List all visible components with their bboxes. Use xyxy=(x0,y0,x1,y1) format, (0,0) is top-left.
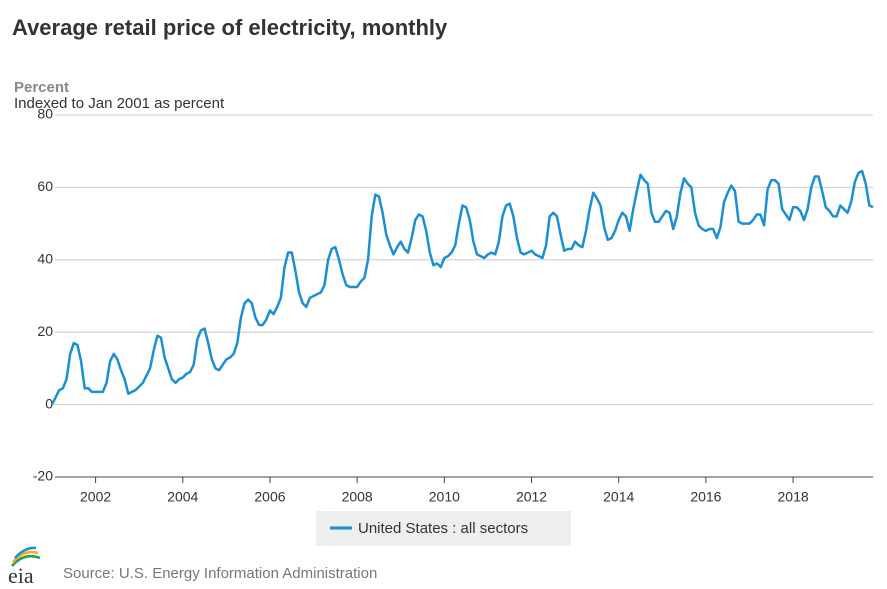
y-axis-label: Percent xyxy=(14,79,69,96)
x-tick-label: 2012 xyxy=(516,489,547,505)
logo: eia xyxy=(8,546,41,588)
subtitle: Indexed to Jan 2001 as percent xyxy=(14,95,225,112)
y-tick-label: 60 xyxy=(37,178,53,194)
y-tick-label: 20 xyxy=(37,323,53,339)
x-tick-label: 2014 xyxy=(603,489,634,505)
legend-label: United States : all sectors xyxy=(358,520,528,537)
x-tick-label: 2008 xyxy=(342,489,373,505)
x-tick-label: 2010 xyxy=(429,489,460,505)
y-tick-label: -20 xyxy=(33,468,53,484)
x-tick-label: 2004 xyxy=(167,489,198,505)
y-tick-label: 40 xyxy=(37,251,53,267)
chart-title: Average retail price of electricity, mon… xyxy=(12,15,448,40)
data-line xyxy=(50,169,874,406)
x-tick-label: 2016 xyxy=(690,489,721,505)
x-tick-label: 2006 xyxy=(254,489,285,505)
x-tick-label: 2002 xyxy=(80,489,111,505)
logo-text: eia xyxy=(8,563,34,588)
source: Source: U.S. Energy Information Administ… xyxy=(63,565,377,582)
legend-box xyxy=(316,511,571,546)
x-tick-label: 2018 xyxy=(778,489,809,505)
y-tick-label: 80 xyxy=(37,106,53,122)
y-tick-label: 0 xyxy=(45,395,53,411)
